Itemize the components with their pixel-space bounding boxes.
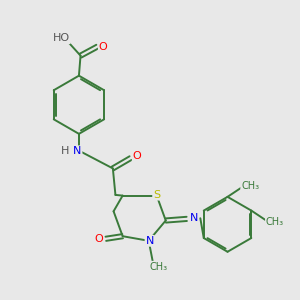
Text: CH₃: CH₃ [241,181,259,191]
Text: N: N [146,236,154,246]
Text: H: H [61,146,70,156]
Text: N: N [73,146,82,156]
Text: O: O [99,42,107,52]
Text: CH₃: CH₃ [266,217,284,227]
Text: O: O [94,234,103,244]
Text: HO: HO [52,33,70,43]
Text: N: N [190,213,198,223]
Text: CH₃: CH₃ [149,262,167,272]
Text: S: S [153,190,160,200]
Text: O: O [133,152,142,161]
